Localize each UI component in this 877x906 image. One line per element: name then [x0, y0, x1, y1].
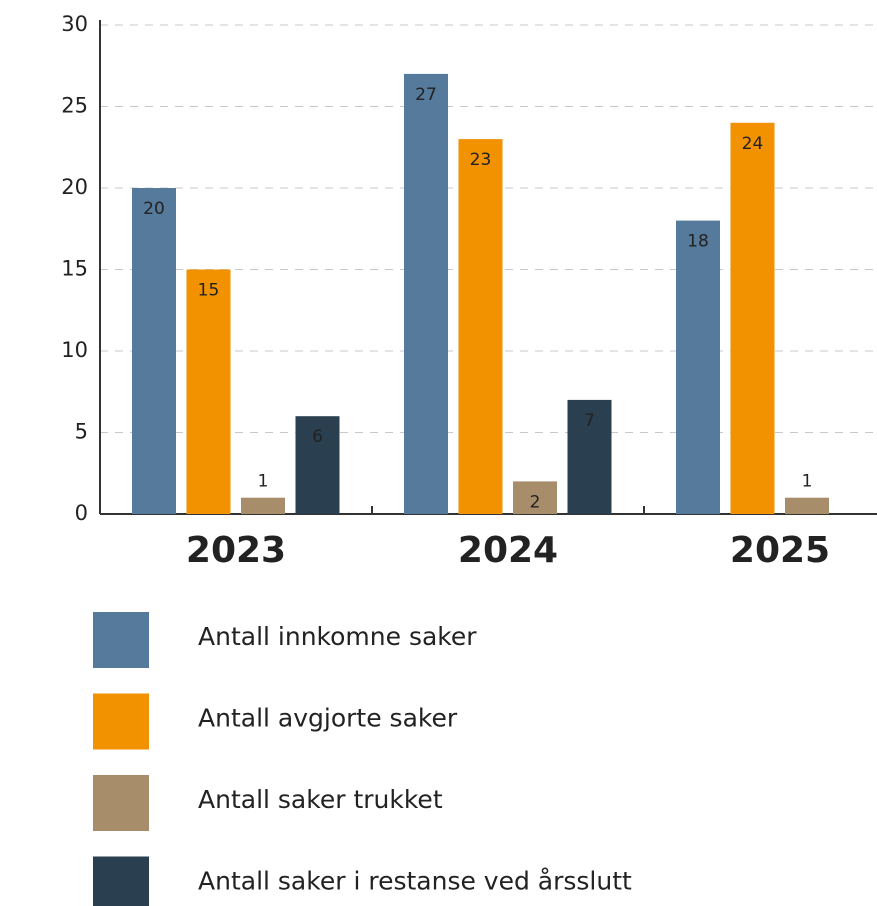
legend-swatch [93, 775, 149, 831]
y-tick-label: 15 [61, 257, 88, 281]
data-label: 15 [198, 281, 220, 301]
data-label: 27 [415, 85, 437, 105]
bar [458, 139, 503, 514]
data-label: 23 [470, 150, 492, 170]
x-tick-label: 2025 [730, 530, 830, 571]
bar [567, 399, 612, 514]
data-label: 1 [802, 472, 813, 492]
bar [513, 481, 557, 514]
x-tick-label: 2023 [186, 530, 286, 571]
bar [241, 497, 285, 514]
y-tick-label: 30 [61, 12, 88, 36]
bar [785, 497, 829, 514]
data-label: 20 [143, 199, 165, 219]
legend-label: Antall saker i restanse ved årsslutt [198, 867, 632, 896]
y-tick-label: 10 [61, 338, 88, 362]
bar [295, 416, 340, 514]
legend-swatch [93, 693, 149, 750]
bar [186, 269, 231, 514]
data-label: 1 [258, 472, 269, 492]
bar [730, 122, 775, 515]
data-label: 24 [742, 134, 764, 154]
bar [676, 220, 720, 514]
y-tick-label: 25 [61, 94, 88, 118]
data-label: 7 [584, 411, 595, 431]
y-tick-label: 0 [75, 501, 88, 525]
legend-swatch [93, 856, 149, 906]
y-tick-label: 5 [75, 420, 88, 444]
x-tick-label: 2024 [458, 530, 558, 571]
legend-swatch [93, 612, 149, 668]
data-label: 18 [687, 232, 709, 252]
legend-label: Antall saker trukket [198, 785, 443, 814]
data-label: 6 [312, 427, 323, 447]
legend-label: Antall avgjorte saker [198, 704, 458, 733]
bar [404, 73, 448, 515]
y-tick-label: 20 [61, 175, 88, 199]
bar [132, 188, 176, 514]
data-label: 2 [530, 492, 541, 512]
legend-label: Antall innkomne saker [198, 622, 477, 651]
